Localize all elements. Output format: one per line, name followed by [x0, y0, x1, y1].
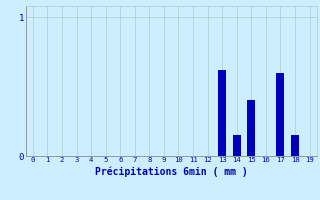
Bar	[247, 100, 255, 156]
Bar	[233, 135, 241, 156]
Bar	[218, 70, 226, 156]
Bar	[276, 73, 284, 156]
X-axis label: Précipitations 6min ( mm ): Précipitations 6min ( mm )	[95, 166, 248, 177]
Bar	[291, 135, 299, 156]
